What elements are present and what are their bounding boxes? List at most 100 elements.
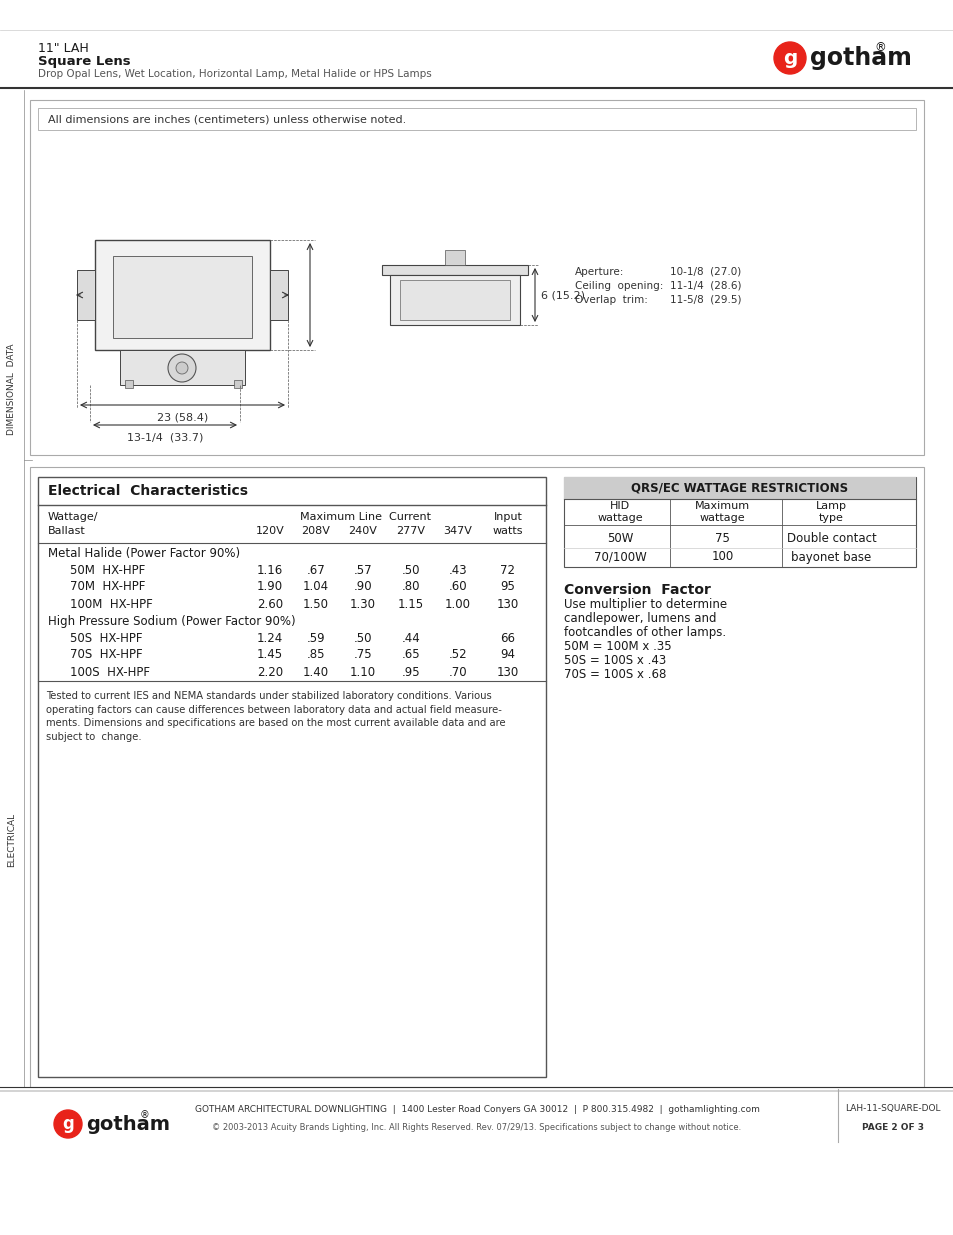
Text: ELECTRICAL: ELECTRICAL [8,813,16,867]
Circle shape [54,1110,82,1137]
Text: 70/100W: 70/100W [594,551,646,563]
Text: gotham: gotham [809,46,911,70]
FancyBboxPatch shape [120,350,245,385]
Text: 50M  HX-HPF: 50M HX-HPF [70,563,145,577]
Text: LAH-11-SQUARE-DOL: LAH-11-SQUARE-DOL [844,1104,940,1114]
Text: 23 (58.4): 23 (58.4) [156,412,208,424]
Text: Square Lens: Square Lens [38,54,131,68]
Text: 100M  HX-HPF: 100M HX-HPF [70,598,152,610]
FancyBboxPatch shape [30,100,923,454]
Text: Overlap  trim:: Overlap trim: [575,295,647,305]
Text: g: g [62,1115,73,1132]
Text: .50: .50 [354,631,372,645]
Text: 1.00: 1.00 [444,598,471,610]
Text: © 2003-2013 Acuity Brands Lighting, Inc. All Rights Reserved. Rev. 07/29/13. Spe: © 2003-2013 Acuity Brands Lighting, Inc.… [213,1123,740,1131]
Text: DIMENSIONAL  DATA: DIMENSIONAL DATA [8,343,16,435]
Text: .44: .44 [401,631,420,645]
Text: 130: 130 [497,598,518,610]
Text: .80: .80 [401,580,420,594]
Text: 72: 72 [500,563,515,577]
Text: 50S  HX-HPF: 50S HX-HPF [70,631,142,645]
Text: HID
wattage: HID wattage [597,501,642,522]
Text: .50: .50 [401,563,420,577]
Text: Electrical  Characteristics: Electrical Characteristics [48,484,248,498]
FancyBboxPatch shape [233,380,242,388]
Text: .59: .59 [306,631,325,645]
Text: 2.60: 2.60 [256,598,283,610]
Text: 70S  HX-HPF: 70S HX-HPF [70,648,143,662]
Text: 277V: 277V [396,526,425,536]
FancyBboxPatch shape [125,380,132,388]
Text: candlepower, lumens and: candlepower, lumens and [563,613,716,625]
Text: 100: 100 [711,551,733,563]
FancyBboxPatch shape [38,107,915,130]
Text: 10-1/8  (27.0): 10-1/8 (27.0) [669,267,740,277]
Text: Double contact: Double contact [786,532,876,546]
Text: .90: .90 [354,580,372,594]
FancyBboxPatch shape [563,477,915,567]
Text: 50S = 100S x .43: 50S = 100S x .43 [563,655,665,667]
Text: Tested to current IES and NEMA standards under stabilized laboratory conditions.: Tested to current IES and NEMA standards… [46,692,505,742]
FancyBboxPatch shape [444,249,464,266]
Text: 75: 75 [714,532,729,546]
Text: 50W: 50W [606,532,633,546]
Text: 70S = 100S x .68: 70S = 100S x .68 [563,668,666,680]
Text: 1.15: 1.15 [397,598,424,610]
FancyBboxPatch shape [270,270,288,320]
Text: footcandles of other lamps.: footcandles of other lamps. [563,626,725,638]
Text: .57: .57 [354,563,372,577]
FancyBboxPatch shape [38,477,545,1077]
Text: ®: ® [874,41,885,54]
Text: 11-5/8  (29.5): 11-5/8 (29.5) [669,295,740,305]
Text: .75: .75 [354,648,372,662]
Text: All dimensions are inches (centimeters) unless otherwise noted.: All dimensions are inches (centimeters) … [48,114,406,124]
FancyBboxPatch shape [112,256,252,338]
Circle shape [168,354,195,382]
Text: Lamp
type: Lamp type [815,501,846,522]
Text: 208V: 208V [301,526,330,536]
Circle shape [773,42,805,74]
Text: QRS/EC WATTAGE RESTRICTIONS: QRS/EC WATTAGE RESTRICTIONS [631,482,847,494]
Text: ®: ® [139,1110,149,1120]
Circle shape [175,362,188,374]
Text: 1.40: 1.40 [303,666,329,678]
Text: Input: Input [493,513,522,522]
Text: 1.24: 1.24 [256,631,283,645]
Text: 130: 130 [497,666,518,678]
Text: 1.10: 1.10 [350,666,375,678]
Text: 2.20: 2.20 [256,666,283,678]
Text: .70: .70 [448,666,467,678]
Text: 100S  HX-HPF: 100S HX-HPF [70,666,150,678]
Text: Aperture:: Aperture: [575,267,623,277]
Text: Drop Opal Lens, Wet Location, Horizontal Lamp, Metal Halide or HPS Lamps: Drop Opal Lens, Wet Location, Horizontal… [38,69,432,79]
Text: Metal Halide (Power Factor 90%): Metal Halide (Power Factor 90%) [48,547,240,559]
Text: 50M = 100M x .35: 50M = 100M x .35 [563,640,671,653]
Text: Wattage/: Wattage/ [48,513,98,522]
FancyBboxPatch shape [30,467,923,1087]
FancyBboxPatch shape [390,275,519,325]
Text: bayonet base: bayonet base [791,551,871,563]
Text: 347V: 347V [443,526,472,536]
Text: Maximum Line  Current: Maximum Line Current [300,513,431,522]
Text: 11" LAH: 11" LAH [38,42,89,54]
Text: .52: .52 [448,648,467,662]
Text: .60: .60 [448,580,467,594]
Text: .43: .43 [448,563,467,577]
Text: Conversion  Factor: Conversion Factor [563,583,710,597]
Text: .85: .85 [307,648,325,662]
Text: 240V: 240V [348,526,377,536]
FancyBboxPatch shape [95,240,270,350]
Text: g: g [782,48,797,68]
Text: 1.30: 1.30 [350,598,375,610]
Text: 6 (15.2): 6 (15.2) [540,290,584,300]
Text: .95: .95 [401,666,420,678]
Text: 13-1/4  (33.7): 13-1/4 (33.7) [127,433,203,443]
Text: 120V: 120V [255,526,284,536]
Text: Maximum
wattage: Maximum wattage [694,501,749,522]
Text: 1.50: 1.50 [303,598,329,610]
Text: PAGE 2 OF 3: PAGE 2 OF 3 [862,1123,923,1131]
FancyBboxPatch shape [563,477,915,499]
Text: 70M  HX-HPF: 70M HX-HPF [70,580,145,594]
Text: 66: 66 [500,631,515,645]
Text: Ballast: Ballast [48,526,86,536]
